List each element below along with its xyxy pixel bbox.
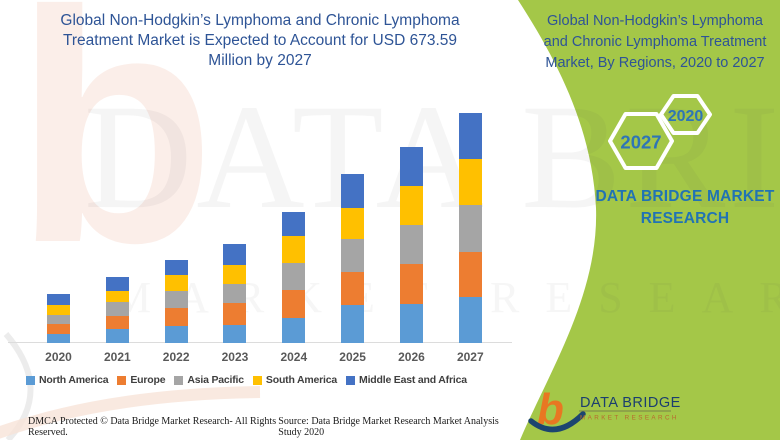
panel-title: Global Non-Hodgkin’s Lymphoma and Chroni… <box>532 11 778 74</box>
bar-segment-middle-east-and-africa-2022 <box>164 259 188 275</box>
bar-segment-asia-pacific-2026 <box>399 225 423 265</box>
x-axis-label-2022: 2022 <box>162 350 190 364</box>
x-axis-label-2021: 2021 <box>103 350 131 364</box>
bar-segment-south-america-2021 <box>105 291 129 303</box>
bar-segment-north-america-2025 <box>341 305 365 343</box>
bar-segment-north-america-2026 <box>399 304 423 343</box>
bar-segment-middle-east-and-africa-2025 <box>341 173 365 208</box>
brand-name-line2: RESEARCH <box>640 210 730 227</box>
bar-segment-middle-east-and-africa-2020 <box>47 293 70 306</box>
bar-segment-asia-pacific-2021 <box>105 302 129 317</box>
legend-label-north-america: North America <box>39 374 109 386</box>
brand-name-text: DATA BRIDGE MARKET RESEARCH <box>585 186 780 230</box>
panel-title-line1: Global Non-Hodgkin’s Lymphoma <box>547 13 763 29</box>
chart-headline: Global Non-Hodgkin’s Lymphoma and Chroni… <box>30 11 490 71</box>
bar-segment-north-america-2027 <box>458 296 482 343</box>
x-axis-label-2020: 2020 <box>45 350 72 364</box>
bar-segment-asia-pacific-2023 <box>223 283 247 304</box>
legend-item-north-america: North America <box>26 374 109 386</box>
x-axis-label-2025: 2025 <box>339 350 366 364</box>
legend-item-south-america: South America <box>252 374 338 386</box>
bar-segment-middle-east-and-africa-2027 <box>458 113 482 159</box>
bar-segment-europe-2022 <box>164 307 188 326</box>
bar-segment-asia-pacific-2027 <box>458 204 482 252</box>
bar-segment-north-america-2022 <box>164 325 188 343</box>
bar-segment-europe-2025 <box>341 272 365 306</box>
bar-segment-europe-2026 <box>399 264 423 305</box>
panel-title-line2: and Chronic Lymphoma Treatment <box>543 34 767 50</box>
footer-source-text: Source: Data Bridge Market Research Mark… <box>278 416 499 438</box>
bar-segment-europe-2027 <box>458 251 482 297</box>
bar-segment-middle-east-and-africa-2026 <box>399 147 423 187</box>
legend-swatch-asia-pacific <box>174 375 184 385</box>
bar-segment-south-america-2023 <box>223 264 247 284</box>
bar-segment-north-america-2020 <box>47 333 70 343</box>
bar-segment-south-america-2025 <box>341 207 365 239</box>
bar-segment-middle-east-and-africa-2023 <box>223 243 247 265</box>
x-axis-line <box>8 342 512 343</box>
bar-segment-north-america-2024 <box>282 318 306 343</box>
footer: DMCA Protected © Data Bridge Market Rese… <box>28 416 510 438</box>
bar-segment-south-america-2026 <box>399 186 423 226</box>
legend-item-asia-pacific: Asia Pacific <box>174 374 244 386</box>
bar-segment-asia-pacific-2020 <box>47 315 70 325</box>
x-axis-label-2023: 2023 <box>221 350 249 364</box>
legend-item-middle-east-and-africa: Middle East and Africa <box>346 374 467 386</box>
brand-name-line1: DATA BRIDGE MARKET <box>595 188 775 205</box>
chart-headline-line3: Million by 2027 <box>208 52 312 69</box>
bar-segment-middle-east-and-africa-2021 <box>105 277 129 292</box>
bar-segment-asia-pacific-2024 <box>282 263 306 291</box>
bar-segment-asia-pacific-2025 <box>341 238 365 272</box>
x-axis-label-2024: 2024 <box>280 350 308 364</box>
bar-segment-south-america-2027 <box>458 158 482 205</box>
x-axis-label-2026: 2026 <box>398 350 425 364</box>
panel-title-line3: Market, By Regions, 2020 to 2027 <box>545 55 765 71</box>
legend-label-europe: Europe <box>130 374 166 386</box>
legend-swatch-south-america <box>252 375 262 385</box>
bar-segment-middle-east-and-africa-2024 <box>282 212 306 237</box>
footer-dmca-text: DMCA Protected © Data Bridge Market Rese… <box>28 416 277 438</box>
bar-segment-europe-2023 <box>223 303 247 325</box>
legend-swatch-europe <box>117 375 127 385</box>
green-panel-shape <box>518 0 780 440</box>
bar-segment-south-america-2024 <box>282 236 306 264</box>
legend-label-asia-pacific: Asia Pacific <box>187 374 244 386</box>
legend-swatch-north-america <box>26 375 35 385</box>
bar-segment-south-america-2020 <box>47 305 70 316</box>
legend-label-middle-east-and-africa: Middle East and Africa <box>359 374 467 386</box>
chart-headline-line2: Treatment Market is Expected to Account … <box>62 32 457 49</box>
bar-segment-europe-2020 <box>47 324 70 334</box>
legend-item-europe: Europe <box>117 374 166 386</box>
legend-swatch-middle-east-and-africa <box>346 375 356 385</box>
bar-segment-south-america-2022 <box>164 274 188 291</box>
bar-segment-north-america-2023 <box>223 324 247 343</box>
legend-label-south-america: South America <box>265 374 338 386</box>
x-axis-label-2027: 2027 <box>456 350 484 364</box>
bar-segment-europe-2021 <box>105 316 129 330</box>
chart-legend: North America Europe Asia Pacific South Ame… <box>26 374 467 386</box>
bar-segment-europe-2024 <box>282 290 306 319</box>
chart-headline-line1: Global Non-Hodgkin’s Lymphoma and Chroni… <box>60 12 460 29</box>
bar-segment-asia-pacific-2022 <box>164 290 188 308</box>
bar-segment-north-america-2021 <box>105 329 129 343</box>
